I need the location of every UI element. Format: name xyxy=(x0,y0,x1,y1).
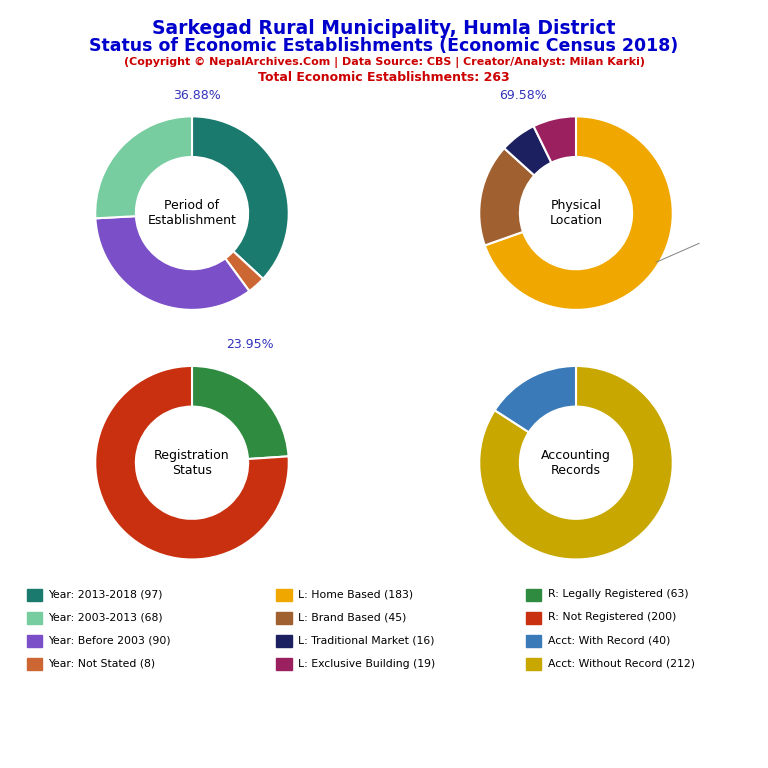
Text: R: Legally Registered (63): R: Legally Registered (63) xyxy=(548,589,688,600)
Text: R: Not Registered (200): R: Not Registered (200) xyxy=(548,612,676,623)
Wedge shape xyxy=(95,366,289,559)
Text: 23.95%: 23.95% xyxy=(227,338,274,351)
Text: 34.22%: 34.22% xyxy=(0,767,1,768)
Text: Physical
Location: Physical Location xyxy=(549,199,603,227)
Wedge shape xyxy=(192,366,289,459)
Wedge shape xyxy=(192,117,289,279)
Text: 76.05%: 76.05% xyxy=(0,767,1,768)
Wedge shape xyxy=(95,216,250,310)
Text: 7.22%: 7.22% xyxy=(0,767,1,768)
Text: Total Economic Establishments: 263: Total Economic Establishments: 263 xyxy=(258,71,510,84)
Text: Accounting
Records: Accounting Records xyxy=(541,449,611,477)
Text: 15.87%: 15.87% xyxy=(0,767,1,768)
Text: Year: 2003-2013 (68): Year: 2003-2013 (68) xyxy=(48,612,163,623)
Text: Year: Not Stated (8): Year: Not Stated (8) xyxy=(48,658,155,669)
Text: Year: Before 2003 (90): Year: Before 2003 (90) xyxy=(48,635,171,646)
Text: L: Traditional Market (16): L: Traditional Market (16) xyxy=(298,635,435,646)
Text: Acct: With Record (40): Acct: With Record (40) xyxy=(548,635,670,646)
Text: 84.13%: 84.13% xyxy=(0,767,1,768)
Wedge shape xyxy=(225,251,263,291)
Text: L: Brand Based (45): L: Brand Based (45) xyxy=(298,612,406,623)
Text: 25.86%: 25.86% xyxy=(0,767,1,768)
Text: Acct: Without Record (212): Acct: Without Record (212) xyxy=(548,658,694,669)
Wedge shape xyxy=(495,366,576,432)
Text: 69.58%: 69.58% xyxy=(499,88,547,101)
Text: 3.04%: 3.04% xyxy=(0,767,1,768)
Wedge shape xyxy=(95,117,192,218)
Wedge shape xyxy=(479,366,673,559)
Wedge shape xyxy=(534,117,576,163)
Text: Sarkegad Rural Municipality, Humla District: Sarkegad Rural Municipality, Humla Distr… xyxy=(152,19,616,38)
Text: L: Exclusive Building (19): L: Exclusive Building (19) xyxy=(298,658,435,669)
Text: Year: 2013-2018 (97): Year: 2013-2018 (97) xyxy=(48,589,163,600)
Wedge shape xyxy=(505,126,551,175)
Text: Registration
Status: Registration Status xyxy=(154,449,230,477)
Wedge shape xyxy=(485,117,673,310)
Text: 6.08%: 6.08% xyxy=(0,767,1,768)
Text: 17.11%: 17.11% xyxy=(0,767,1,768)
Text: Period of
Establishment: Period of Establishment xyxy=(147,199,237,227)
Text: L: Home Based (183): L: Home Based (183) xyxy=(298,589,413,600)
Wedge shape xyxy=(479,148,535,246)
Text: (Copyright © NepalArchives.Com | Data Source: CBS | Creator/Analyst: Milan Karki: (Copyright © NepalArchives.Com | Data So… xyxy=(124,57,644,68)
Text: 36.88%: 36.88% xyxy=(173,88,220,101)
Text: Status of Economic Establishments (Economic Census 2018): Status of Economic Establishments (Econo… xyxy=(89,37,679,55)
